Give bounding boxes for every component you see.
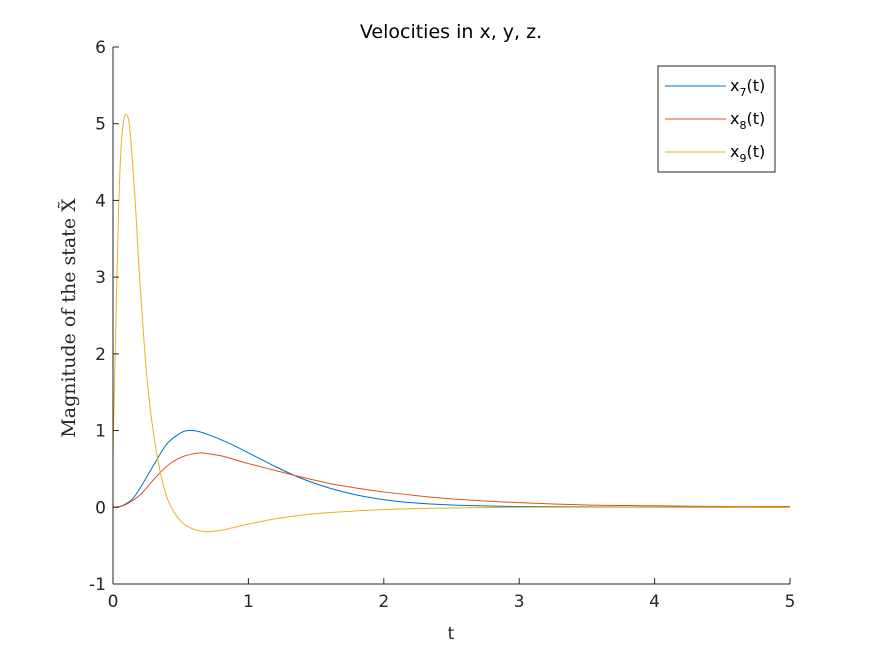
y-tick-label: 0 (95, 498, 106, 518)
legend-label-x9: x9(t) (730, 142, 765, 165)
y-tick-label: 4 (95, 191, 106, 211)
y-tick-label: 5 (95, 115, 106, 135)
x-tick-label: 4 (649, 592, 660, 612)
series-line-x8 (112, 452, 791, 508)
legend-label-tail: (t) (746, 76, 765, 95)
y-axis-label: Magnitude of the state X̃ (58, 198, 80, 438)
x-tick-label: 2 (378, 592, 389, 612)
y-tick-label: 1 (95, 422, 106, 442)
x-tick-label: 5 (785, 592, 796, 612)
y-tick-label: 3 (95, 268, 106, 288)
legend-label-subscript: 8 (739, 119, 746, 132)
x-ticks: 0 1 2 3 4 5 (108, 578, 796, 612)
y-tick-label: -1 (89, 575, 106, 595)
x-tick-label: 1 (243, 592, 254, 612)
x-tick-label: 0 (108, 592, 119, 612)
y-tick-label: 2 (95, 345, 106, 365)
series-line-x9 (112, 113, 790, 533)
y-tick-label: 6 (95, 38, 106, 58)
chart-title: Velocities in x, y, z. (360, 21, 542, 43)
legend-label-tail: (t) (746, 142, 765, 161)
axes-layer (112, 47, 790, 585)
legend-label-base: x (730, 76, 739, 95)
legend-label-tail: (t) (746, 109, 765, 128)
y-ticks: -1 0 1 2 3 4 5 6 (89, 38, 119, 595)
legend-label-subscript: 9 (739, 152, 746, 165)
legend-label-base: x (730, 142, 739, 161)
legend-label-x8: x8(t) (730, 109, 765, 132)
legend: x7(t)x8(t)x9(t) (657, 65, 776, 173)
x-axis-label: t (448, 624, 455, 644)
legend-items: x7(t)x8(t)x9(t) (665, 76, 765, 165)
legend-label-subscript: 7 (739, 86, 746, 99)
legend-label-base: x (730, 109, 739, 128)
series-line-x7 (112, 429, 791, 508)
legend-label-x7: x7(t) (730, 76, 765, 99)
x-tick-label: 3 (514, 592, 525, 612)
series-layer (112, 113, 791, 533)
